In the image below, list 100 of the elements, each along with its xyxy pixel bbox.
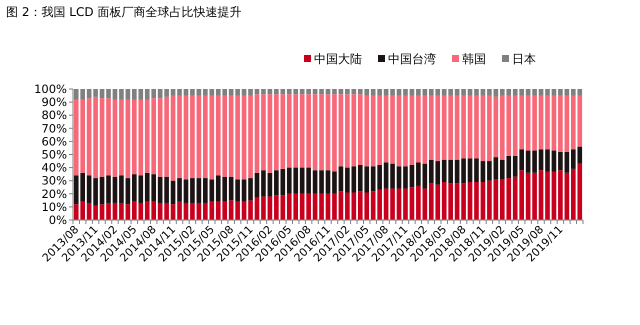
- bar: [506, 156, 512, 178]
- bar: [377, 89, 382, 96]
- bar: [138, 99, 144, 176]
- bar: [144, 202, 150, 220]
- bar: [216, 89, 221, 96]
- bar: [222, 96, 228, 177]
- y-tick-label: 80%: [41, 108, 68, 122]
- bar: [86, 89, 92, 98]
- bar: [144, 89, 150, 100]
- bar: [216, 202, 221, 220]
- bar: [370, 96, 376, 166]
- bar: [286, 168, 292, 194]
- bar: [564, 152, 570, 173]
- bar: [377, 190, 382, 220]
- bar: [519, 149, 524, 170]
- bar: [235, 179, 240, 202]
- y-tick-label: 50%: [41, 148, 68, 162]
- bar: [422, 89, 428, 96]
- bar: [577, 146, 582, 164]
- bar: [422, 188, 428, 220]
- bar: [222, 202, 228, 220]
- legend-label: 日本: [512, 52, 536, 66]
- bar: [577, 89, 582, 96]
- bar: [377, 164, 382, 190]
- bar: [435, 96, 440, 162]
- bar: [448, 160, 453, 184]
- bar: [209, 96, 214, 180]
- bar: [370, 166, 376, 192]
- bar: [364, 166, 370, 192]
- bar: [222, 176, 228, 202]
- bar: [126, 178, 130, 204]
- bar: [512, 89, 518, 96]
- bar: [300, 168, 304, 194]
- bar: [126, 99, 130, 178]
- bar: [358, 164, 363, 192]
- bar: [435, 89, 440, 96]
- bar: [216, 96, 221, 176]
- bar: [428, 160, 434, 184]
- bar: [306, 89, 311, 94]
- bar: [364, 192, 370, 220]
- bar: [286, 94, 292, 168]
- bar: [352, 89, 356, 94]
- y-tick-label: 90%: [41, 95, 68, 110]
- bar: [435, 184, 440, 220]
- bar: [526, 89, 530, 96]
- bar: [138, 89, 144, 100]
- bar: [448, 89, 453, 96]
- bar: [526, 150, 530, 173]
- bar: [158, 176, 162, 203]
- bar: [416, 96, 421, 162]
- bar: [352, 192, 356, 220]
- bar: [519, 89, 524, 96]
- y-tick-label: 60%: [41, 134, 68, 148]
- bar: [570, 89, 576, 96]
- bar: [203, 178, 208, 203]
- y-tick-label: 20%: [41, 186, 68, 201]
- bar: [203, 202, 208, 220]
- title: 图 2：我国 LCD 面板厂商全球占比快速提升: [6, 5, 242, 19]
- bar: [577, 164, 582, 220]
- bar: [274, 89, 279, 94]
- bar: [345, 192, 350, 220]
- bar: [519, 170, 524, 220]
- y-tick-label: 30%: [41, 174, 68, 188]
- bar: [352, 166, 356, 192]
- bar: [416, 89, 421, 96]
- bar: [158, 98, 162, 177]
- bar: [564, 89, 570, 96]
- bar: [158, 202, 162, 220]
- bar: [144, 172, 150, 202]
- bar: [126, 204, 130, 220]
- bar: [80, 89, 86, 100]
- bar: [209, 202, 214, 220]
- bar: [216, 175, 221, 202]
- bar: [500, 89, 505, 96]
- bar: [500, 179, 505, 220]
- bar: [300, 194, 304, 220]
- bar: [442, 182, 447, 220]
- bar: [203, 96, 208, 178]
- bar: [293, 94, 298, 168]
- bar: [448, 183, 453, 220]
- bar: [435, 161, 440, 185]
- y-tick-label: 100%: [34, 82, 68, 96]
- bar: [144, 99, 150, 173]
- bar: [286, 194, 292, 220]
- bar: [512, 96, 518, 156]
- bar: [428, 183, 434, 220]
- bar: [74, 99, 79, 176]
- bar: [442, 96, 447, 160]
- bar: [274, 195, 279, 220]
- bar: [416, 162, 421, 186]
- bar: [370, 89, 376, 96]
- bar: [564, 172, 570, 220]
- bar: [358, 94, 363, 165]
- bar: [352, 94, 356, 166]
- bar: [138, 175, 144, 203]
- bar: [203, 89, 208, 96]
- bar: [577, 96, 582, 147]
- bar: [416, 186, 421, 220]
- bar: [448, 96, 453, 160]
- bar: [293, 89, 298, 94]
